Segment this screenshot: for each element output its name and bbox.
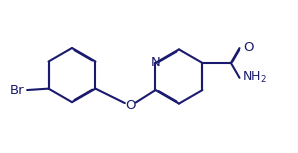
Text: NH$_2$: NH$_2$ [242, 70, 267, 85]
Text: N: N [150, 56, 160, 69]
Text: O: O [125, 99, 136, 112]
Text: O: O [243, 41, 253, 54]
Text: Br: Br [10, 84, 25, 97]
